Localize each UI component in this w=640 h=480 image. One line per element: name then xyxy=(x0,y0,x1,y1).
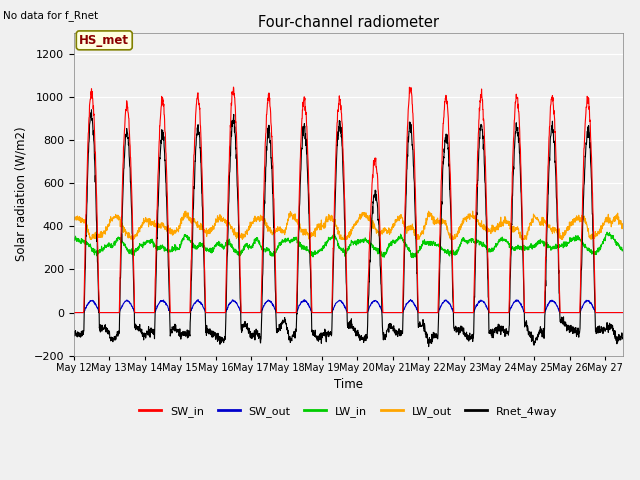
SW_in xyxy=(619,310,627,315)
LW_out xyxy=(469,208,477,214)
LW_in xyxy=(619,247,627,252)
Line: SW_in: SW_in xyxy=(74,87,623,312)
LW_out xyxy=(70,216,77,222)
Rnet_4way xyxy=(600,325,608,331)
Rnet_4way xyxy=(535,332,543,337)
LW_out xyxy=(535,219,543,225)
SW_out xyxy=(70,310,77,315)
Rnet_4way xyxy=(431,332,438,338)
SW_out xyxy=(407,297,415,302)
SW_in xyxy=(102,310,110,315)
SW_in xyxy=(600,310,608,315)
SW_in xyxy=(431,310,438,315)
Rnet_4way xyxy=(102,329,110,335)
SW_in xyxy=(352,310,360,315)
LW_in xyxy=(600,237,608,242)
LW_in xyxy=(604,229,611,235)
Rnet_4way xyxy=(88,107,95,113)
LW_out xyxy=(619,221,627,227)
SW_out xyxy=(102,310,110,315)
SW_in xyxy=(230,84,237,90)
SW_in xyxy=(414,289,422,295)
Rnet_4way xyxy=(414,304,422,310)
LW_in xyxy=(410,255,417,261)
SW_out xyxy=(619,310,627,315)
Text: HS_met: HS_met xyxy=(79,34,129,47)
LW_out xyxy=(352,222,360,228)
SW_out xyxy=(431,310,438,315)
LW_in xyxy=(351,240,359,246)
Text: No data for f_Rnet: No data for f_Rnet xyxy=(3,10,99,21)
Rnet_4way xyxy=(70,330,77,336)
LW_in xyxy=(535,238,543,244)
SW_out xyxy=(600,310,608,315)
LW_out xyxy=(86,237,94,242)
SW_out xyxy=(535,310,543,315)
Rnet_4way xyxy=(425,344,433,349)
Line: LW_out: LW_out xyxy=(74,211,623,240)
SW_in xyxy=(70,310,77,315)
LW_in xyxy=(414,250,422,256)
LW_in xyxy=(431,241,438,247)
Legend: SW_in, SW_out, LW_in, LW_out, Rnet_4way: SW_in, SW_out, LW_in, LW_out, Rnet_4way xyxy=(134,401,562,421)
SW_in xyxy=(535,310,543,315)
LW_out xyxy=(414,236,422,242)
LW_out xyxy=(600,221,608,227)
X-axis label: Time: Time xyxy=(334,378,363,391)
Rnet_4way xyxy=(619,336,627,342)
LW_out xyxy=(431,217,438,223)
Title: Four-channel radiometer: Four-channel radiometer xyxy=(258,15,439,30)
SW_out xyxy=(351,310,359,315)
Line: Rnet_4way: Rnet_4way xyxy=(74,110,623,347)
Rnet_4way xyxy=(352,328,360,334)
SW_out xyxy=(414,309,422,314)
Line: SW_out: SW_out xyxy=(74,300,623,312)
Line: LW_in: LW_in xyxy=(74,232,623,258)
LW_in xyxy=(70,237,77,242)
Y-axis label: Solar radiation (W/m2): Solar radiation (W/m2) xyxy=(15,127,28,262)
LW_out xyxy=(102,226,110,231)
LW_in xyxy=(102,243,110,249)
